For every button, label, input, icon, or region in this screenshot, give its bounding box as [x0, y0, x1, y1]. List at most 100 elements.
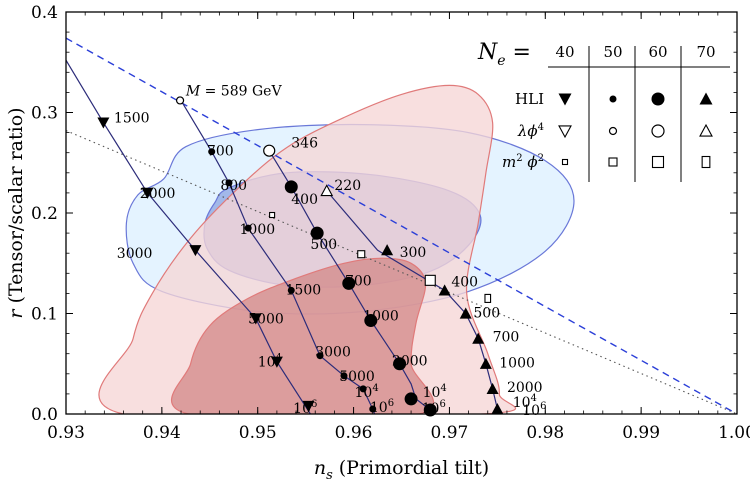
y-tick-label: 0.2: [31, 204, 58, 224]
point-label: 800: [220, 178, 247, 194]
point-label: 500: [473, 305, 500, 321]
marker-rect-open: [484, 293, 492, 303]
point-label: 5000: [339, 369, 375, 385]
points-layer: [97, 96, 504, 417]
point-label: 3000: [117, 246, 153, 262]
legend-column-label: 60: [648, 43, 667, 61]
marker-circle-open: [175, 96, 185, 105]
contours-layer: [98, 84, 575, 414]
point-label: 104: [355, 383, 379, 401]
dotted-gray-line: [66, 130, 737, 414]
legend: Ne = 40 50 60 70 HLI λϕ4 m2 ϕ2: [477, 40, 730, 182]
x-tick-label: 0.94: [143, 423, 181, 443]
marker-tri-down-filled: [141, 187, 154, 199]
marker-dot: [393, 357, 407, 371]
point-label: 346: [291, 136, 318, 152]
legend-marker-tri-down-filled: [558, 93, 572, 106]
legend-marker-tri-down-open: [558, 125, 572, 139]
marker-dot: [284, 180, 298, 194]
legend-column-label: 40: [555, 43, 574, 61]
marker-tri-down-filled: [302, 400, 315, 412]
point-label: 400: [291, 192, 318, 208]
x-tick-label: 0.96: [335, 423, 373, 443]
point-label: 2000: [392, 354, 428, 370]
legend-marker-rect-tall: [701, 155, 711, 169]
point-label: 1500: [286, 282, 322, 298]
dashed-blue-line: [66, 37, 737, 414]
point-label: 5000: [248, 312, 284, 328]
point-label: 300: [400, 245, 427, 261]
marker-tri-up-filled: [479, 357, 492, 369]
x-tick-label: 0.97: [430, 423, 468, 443]
point-label: 1000: [499, 356, 535, 372]
point-label: 500: [310, 237, 337, 253]
legend-marker-square-small: [608, 157, 618, 167]
marker-square-open: [424, 274, 436, 286]
point-label: 220: [334, 178, 361, 194]
point-label: 106: [422, 399, 446, 417]
point-label: 106: [522, 401, 546, 419]
legend-row-label: λϕ4: [517, 122, 544, 140]
point-label: 700: [493, 330, 520, 346]
point-label: 106: [370, 398, 394, 416]
point-label: 1000: [363, 309, 399, 325]
x-axis-title: ns (Primordial tilt): [314, 457, 489, 483]
point-label: 104: [423, 383, 447, 401]
legend-row-label: m2 ϕ2: [502, 153, 544, 171]
marker-dot: [244, 224, 252, 232]
marker-dot: [404, 392, 418, 406]
marker-tri-up-filled: [438, 284, 451, 296]
marker-tri-down-filled: [270, 356, 283, 368]
legend-marker-dot-large: [651, 92, 665, 106]
marker-dot: [359, 385, 367, 393]
labels-layer: M = 589 GeV 1500 700 800 2000 346 400 220 1000 50…: [114, 83, 547, 419]
marker-square-open: [269, 211, 276, 219]
legend-marker-dot-small: [609, 95, 617, 103]
point-label: 400: [451, 274, 478, 290]
point-label: 1000: [240, 222, 276, 238]
marker-dot: [225, 179, 233, 187]
point-label: 104: [513, 393, 537, 411]
legend-marker-square-large: [651, 155, 665, 169]
contour-red-inner: [171, 257, 435, 414]
marker-tri-up-filled: [491, 402, 504, 415]
point-label: 3000: [315, 345, 351, 361]
legend-row-label: HLI: [515, 90, 544, 108]
point-label: 2000: [507, 380, 543, 396]
x-tick-label: 0.98: [526, 423, 564, 443]
hli-track-50: [180, 100, 376, 414]
marker-tri-up-filled: [381, 244, 394, 256]
marker-dot: [340, 372, 348, 380]
y-tick-label: 0.4: [31, 3, 58, 23]
marker-dot: [364, 314, 378, 328]
point-label: 106: [293, 399, 317, 417]
point-label: M = 589 GeV: [185, 83, 283, 99]
marker-tri-up-filled: [472, 332, 485, 344]
marker-dot: [310, 226, 324, 240]
ticks-layer: 0.93 0.94 0.95 0.96 0.97 0.98 0.99 1.00 0.0 0.1 0.…: [31, 3, 750, 443]
hli-track-60: [268, 150, 434, 414]
marker-dot: [287, 286, 295, 294]
marker-dot: [423, 403, 437, 417]
marker-circle-open: [263, 144, 276, 157]
marker-dot: [208, 148, 216, 156]
legend-marker-square-tiny: [561, 158, 569, 166]
legend-marker-circle-open-large: [651, 124, 665, 138]
x-tick-label: 1.00: [718, 423, 750, 443]
y-tick-label: 0.0: [31, 405, 58, 425]
x-tick-label: 0.99: [622, 423, 660, 443]
marker-square-open: [357, 250, 366, 259]
marker-tri-up-open: [320, 184, 334, 197]
marker-dot: [316, 352, 324, 360]
marker-dot: [369, 405, 377, 413]
legend-marker-circle-open-small: [608, 126, 618, 136]
point-label: 2000: [140, 186, 176, 202]
marker-tri-down-filled: [249, 313, 262, 325]
marker-tri-down-filled: [189, 245, 202, 257]
legend-column-label: 70: [696, 43, 715, 61]
marker-dot: [342, 276, 356, 290]
legend-column-label: 50: [603, 43, 622, 61]
point-label: 104: [258, 353, 282, 371]
marker-tri-up-filled: [486, 382, 499, 394]
